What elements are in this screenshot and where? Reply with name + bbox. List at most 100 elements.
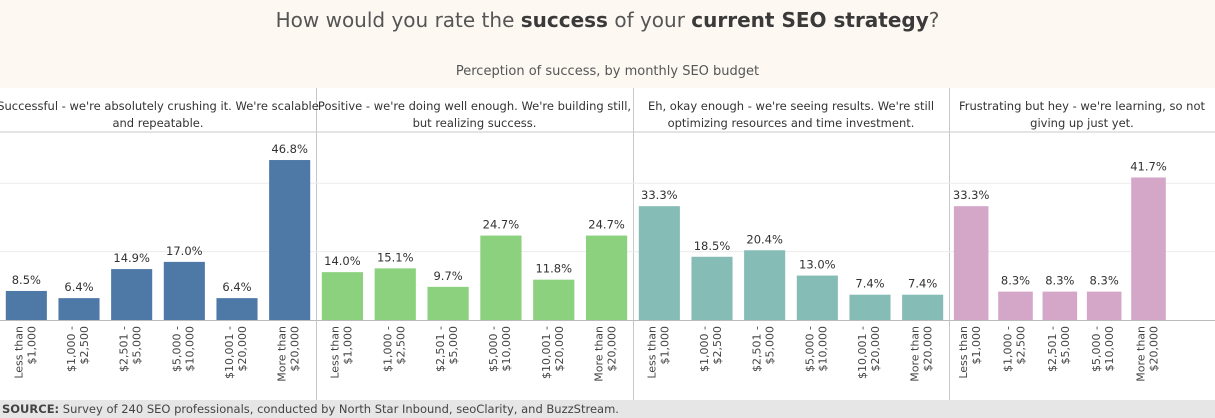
- panel-header-line: Frustrating but hey - we're learning, so…: [959, 99, 1205, 113]
- bar: [216, 298, 258, 320]
- tick-label: $5,000 -: [803, 326, 816, 372]
- data-label: 13.0%: [799, 258, 836, 272]
- panel-header-line: Positive - we're doing well enough. We'r…: [318, 99, 631, 113]
- data-label: 8.3%: [1045, 274, 1074, 288]
- bar: [638, 206, 680, 320]
- data-label: 8.5%: [12, 273, 41, 287]
- chart-header: How would you rate the success of your c…: [0, 0, 1215, 88]
- category-label: More than $20,000: [593, 326, 619, 382]
- category-label: Less than $1,000: [12, 326, 38, 379]
- tick-label: Less than: [957, 326, 970, 379]
- category-label: More than $20,000: [1135, 326, 1161, 382]
- category-label: $1,000 - $2,500: [381, 326, 407, 372]
- category-label: $5,000 - $10,000: [1090, 326, 1116, 372]
- category-label: $2,501 - $5,000: [751, 326, 777, 372]
- source-text: Survey of 240 SEO professionals, conduct…: [59, 402, 619, 416]
- tick-label: $1,000: [25, 326, 38, 365]
- title-text-1: How would you rate the: [275, 8, 521, 32]
- bar: [480, 235, 522, 320]
- category-label: $10,001 - $20,000: [223, 326, 249, 379]
- bar: [691, 256, 733, 320]
- tick-label: $1,000: [970, 326, 983, 365]
- bar: [1131, 177, 1166, 320]
- bar: [953, 206, 989, 320]
- data-label: 41.7%: [1130, 159, 1167, 173]
- tick-label: $2,500: [78, 326, 91, 365]
- data-label: 6.4%: [64, 280, 93, 294]
- data-label: 18.5%: [694, 239, 731, 253]
- data-label: 11.8%: [535, 262, 572, 276]
- data-label: 9.7%: [433, 269, 462, 283]
- tick-label: $20,000: [236, 326, 249, 372]
- tick-label: $5,000: [764, 326, 777, 365]
- data-label: 17.0%: [166, 244, 203, 258]
- category-label: $1,000 - $2,500: [1002, 326, 1028, 372]
- data-label: 24.7%: [588, 218, 625, 232]
- title-text-2: of your: [607, 8, 692, 32]
- tick-label: $10,001 -: [223, 326, 236, 379]
- tick-label: Less than: [645, 326, 658, 379]
- bar: [902, 294, 944, 320]
- bar-chart: Successful - we're absolutely crushing i…: [0, 88, 1215, 400]
- tick-label: $20,000: [553, 326, 566, 372]
- tick-label: More than: [276, 326, 289, 382]
- tick-label: $5,000 -: [487, 326, 500, 372]
- tick-label: $2,501 -: [434, 326, 447, 372]
- tick-label: $10,001 -: [856, 326, 869, 379]
- chart-title: How would you rate the success of your c…: [0, 8, 1215, 32]
- tick-label: $20,000: [1148, 326, 1161, 372]
- tick-label: $2,500: [711, 326, 724, 365]
- tick-label: $1,000 -: [381, 326, 394, 372]
- category-label: $10,001 - $20,000: [540, 326, 566, 379]
- data-label: 14.9%: [113, 251, 150, 265]
- tick-label: $1,000: [658, 326, 671, 365]
- tick-label: $2,500: [1015, 326, 1028, 365]
- bar: [796, 275, 838, 320]
- bar: [374, 268, 416, 320]
- panel-header-line: giving up just yet.: [1030, 116, 1134, 130]
- title-bold-success: success: [520, 8, 608, 32]
- tick-label: $5,000 -: [1090, 326, 1103, 372]
- bar: [58, 298, 100, 320]
- tick-label: $2,501 -: [1046, 326, 1059, 372]
- title-bold-strategy: current SEO strategy: [691, 8, 929, 32]
- data-label: 7.4%: [855, 277, 884, 291]
- tick-label: $5,000: [131, 326, 144, 365]
- tick-label: $20,000: [606, 326, 619, 372]
- tick-label: $5,000: [1059, 326, 1072, 365]
- data-label: 14.0%: [324, 254, 361, 268]
- data-label: 15.1%: [377, 250, 414, 264]
- chart-subtitle: Perception of success, by monthly SEO bu…: [455, 64, 760, 79]
- bar: [998, 291, 1033, 320]
- panel-header-line: Eh, okay enough - we're seeing results. …: [648, 99, 934, 113]
- panel-header-line: and repeatable.: [112, 116, 203, 130]
- category-label: $1,000 - $2,500: [65, 326, 91, 372]
- category-label: $5,000 - $10,000: [803, 326, 829, 372]
- category-label: Less than $1,000: [645, 326, 671, 379]
- bar: [427, 286, 469, 320]
- tick-label: $10,001 -: [540, 326, 553, 379]
- tick-label: $10,000: [500, 326, 513, 372]
- data-label: 20.4%: [746, 232, 783, 246]
- tick-label: $5,000 -: [170, 326, 183, 372]
- category-label: $2,501 - $5,000: [434, 326, 460, 372]
- category-label: More than $20,000: [909, 326, 935, 382]
- panel-header-line: Successful - we're absolutely crushing i…: [0, 99, 319, 113]
- category-label: $2,501 - $5,000: [1046, 326, 1072, 372]
- tick-label: $2,501 -: [751, 326, 764, 372]
- tick-label: $20,000: [922, 326, 935, 372]
- bar: [321, 272, 364, 320]
- title-text-3: ?: [928, 8, 940, 32]
- tick-label: $10,000: [816, 326, 829, 372]
- data-label: 46.8%: [271, 142, 308, 156]
- category-label: $1,000 - $2,500: [698, 326, 724, 372]
- tick-label: Less than: [328, 326, 341, 379]
- data-label: 7.4%: [908, 277, 937, 291]
- bar: [1086, 291, 1122, 320]
- tick-label: $2,500: [394, 326, 407, 365]
- tick-label: $1,000 -: [1002, 326, 1015, 372]
- category-label: $2,501 - $5,000: [118, 326, 144, 372]
- source-footer: SOURCE: Survey of 240 SEO professionals,…: [0, 400, 1215, 418]
- category-label: More than $20,000: [276, 326, 302, 382]
- data-label: 24.7%: [483, 218, 520, 232]
